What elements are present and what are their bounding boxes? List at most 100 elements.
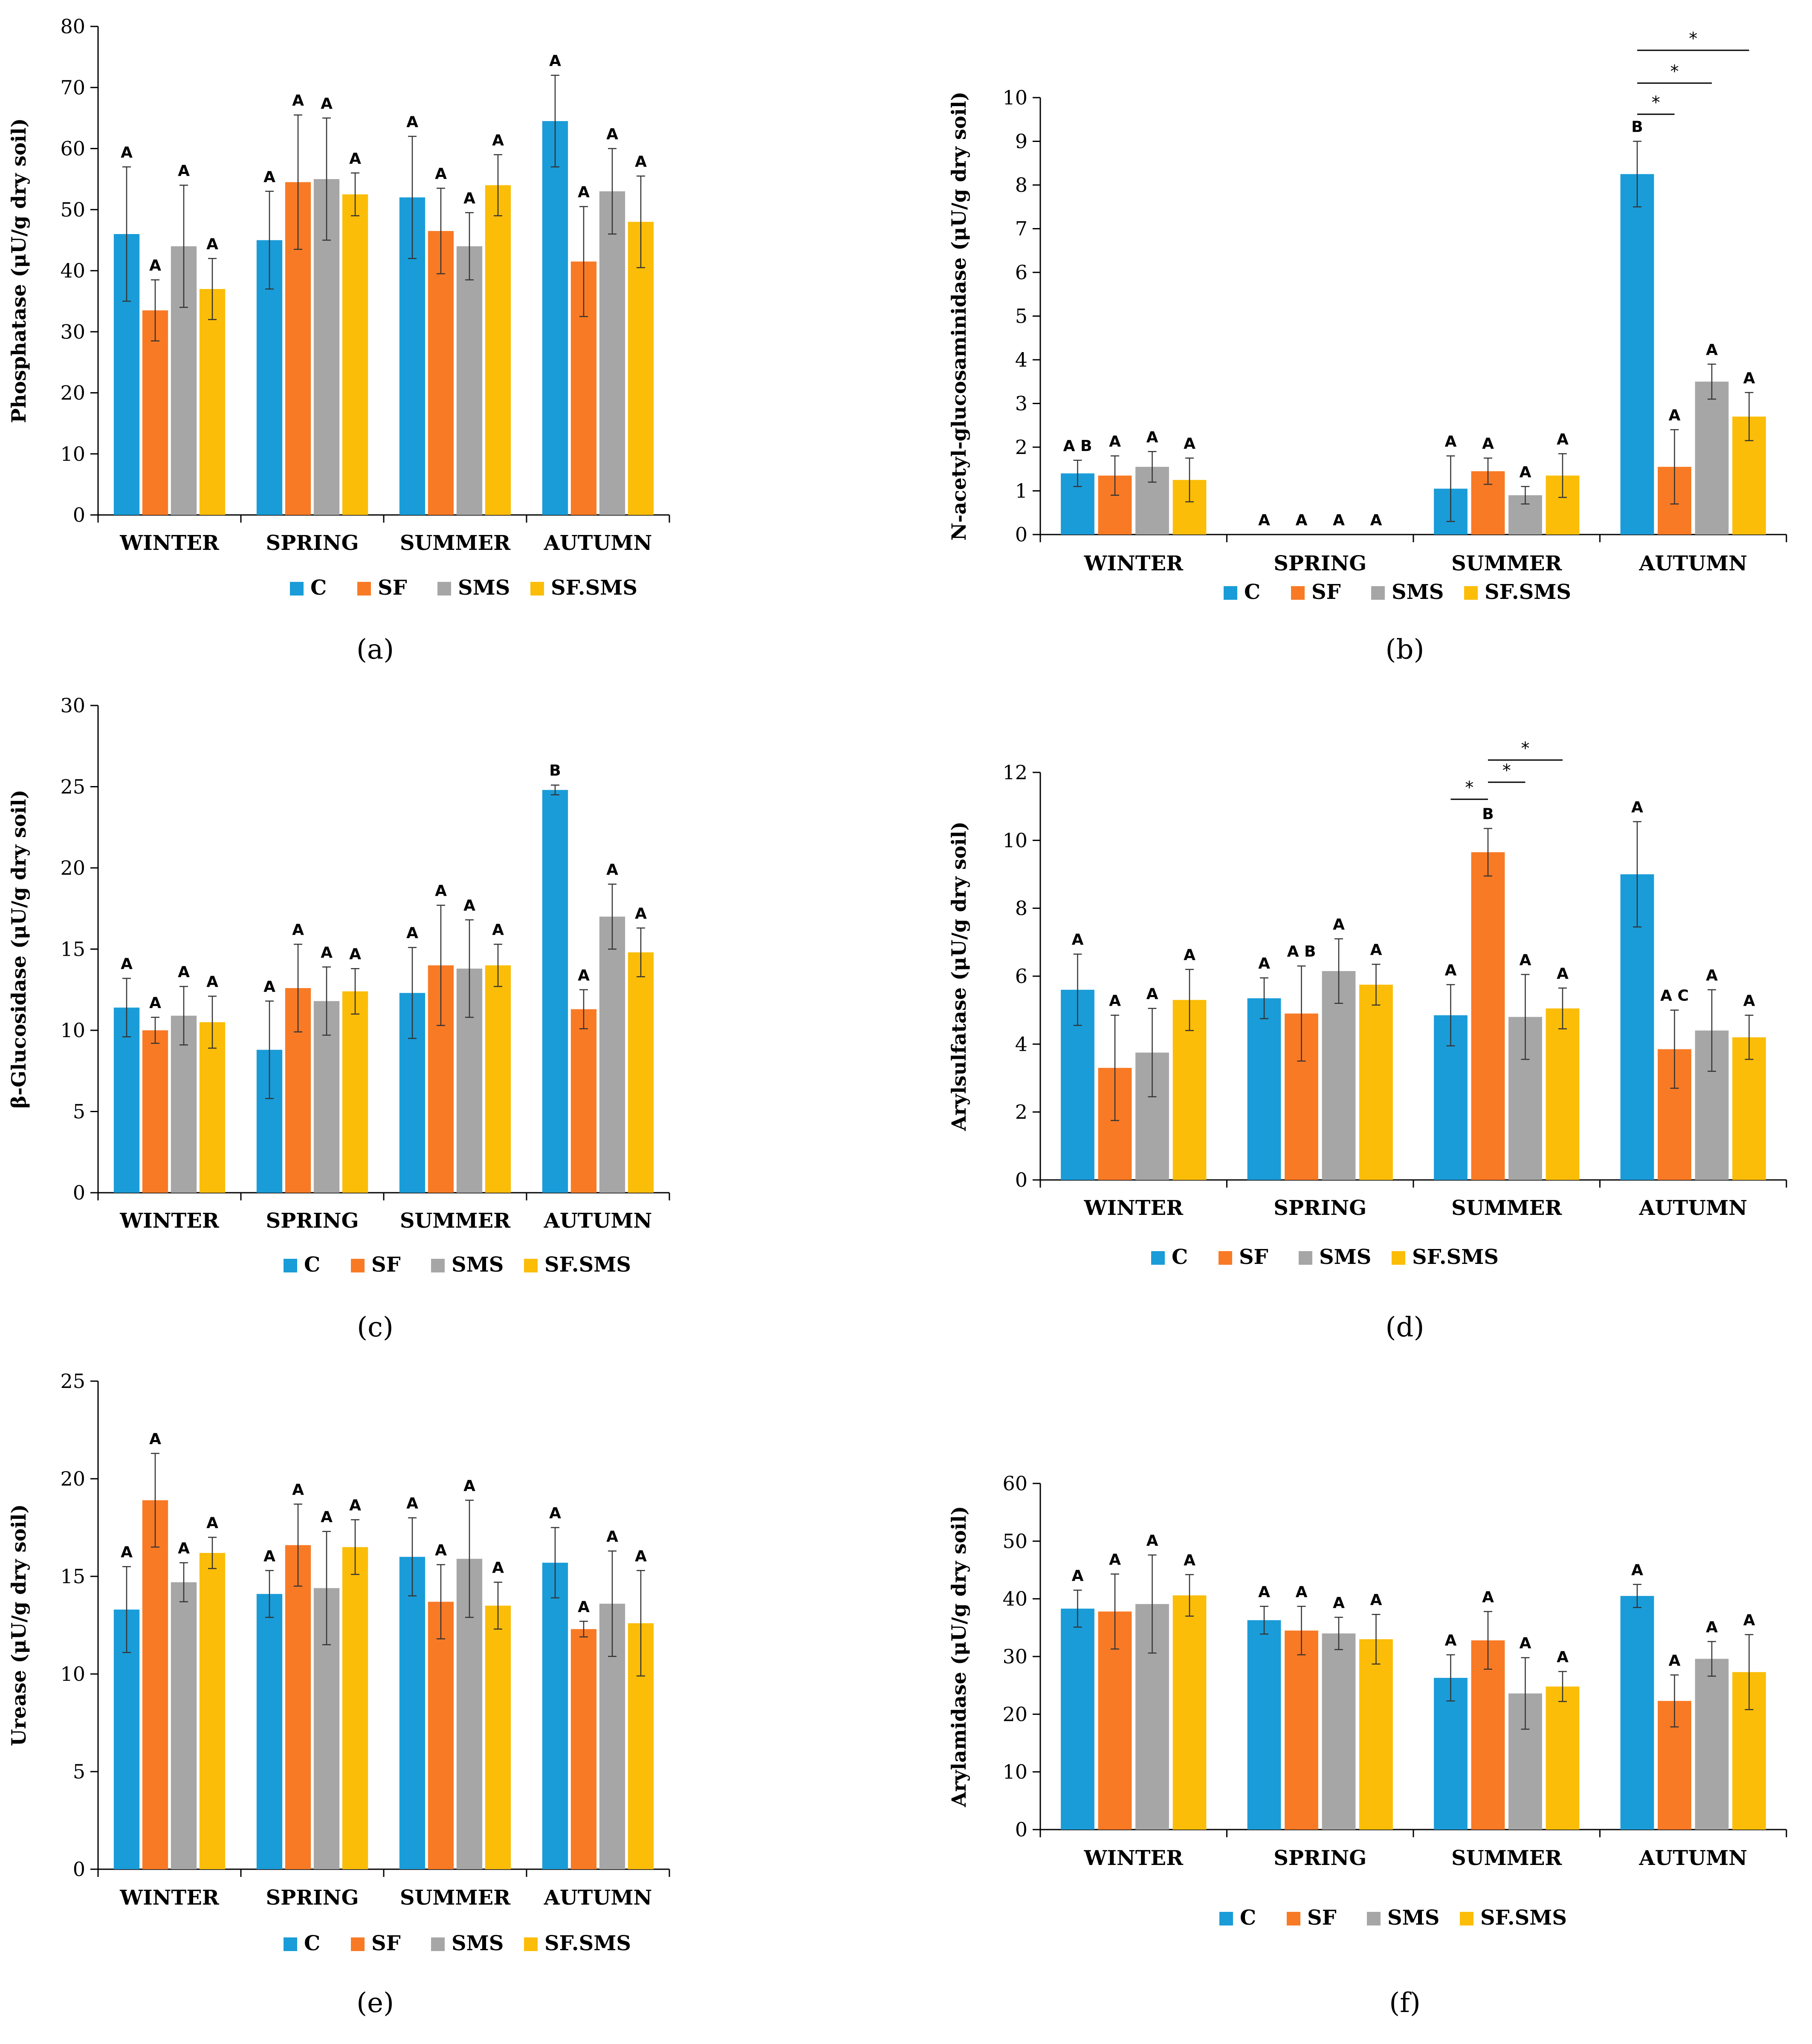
y-tick-label: 5: [1015, 305, 1028, 328]
significance-letter: A: [578, 184, 590, 201]
bar-c: [399, 1557, 426, 1869]
significance-letter: A: [406, 113, 418, 131]
significance-letter: A B: [1063, 437, 1092, 455]
bar-c: [1620, 1596, 1654, 1830]
y-tick-label: 10: [60, 442, 85, 465]
legend-label: SF.SMS: [1480, 1906, 1567, 1930]
legend-label: SF.SMS: [544, 1253, 631, 1277]
y-tick-label: 0: [73, 1858, 85, 1881]
y-tick-label: 2: [1015, 1101, 1028, 1124]
y-tick-label: 4: [1015, 1032, 1028, 1055]
bar-sms: [1322, 1633, 1356, 1830]
legend-label: SF: [1239, 1245, 1268, 1269]
y-tick-label: 0: [1015, 1818, 1028, 1841]
legend-swatch-sms: [431, 1259, 445, 1272]
significance-letter: A: [1445, 962, 1457, 979]
legend-label: C: [304, 1253, 320, 1277]
legend-swatch-sf-sms: [524, 1937, 538, 1951]
x-category-label: SUMMER: [400, 531, 511, 555]
significance-letter: A: [321, 944, 333, 961]
significance-letter: A: [178, 963, 190, 981]
x-category-label: WINTER: [119, 531, 220, 555]
significance-letter: A: [1557, 1648, 1569, 1666]
bar-sf-sms: [199, 289, 226, 515]
y-tick-label: 40: [1002, 1587, 1028, 1610]
y-tick-label: 10: [1002, 1761, 1028, 1784]
bar-c: [1620, 174, 1654, 535]
y-tick-label: 60: [60, 137, 85, 160]
bar-sf: [1471, 1640, 1505, 1830]
significance-letter: A: [1743, 1612, 1755, 1629]
significance-letter: A C: [1660, 987, 1689, 1005]
bar-sf-sms: [1359, 1639, 1393, 1830]
bar-sf: [142, 1030, 168, 1193]
y-tick-label: 20: [60, 382, 85, 405]
panel-c: 0 5 10 15 20 25 30 β-Glucosidase (μU/g dry soil…: [7, 694, 670, 1343]
significance-letter: A: [1557, 965, 1569, 983]
bar-sf: [428, 1602, 454, 1869]
legend-label: SMS: [1392, 580, 1444, 604]
y-tick-label: 3: [1015, 392, 1028, 415]
bar-sf: [570, 1009, 597, 1193]
significance-letter: A: [1669, 1652, 1681, 1669]
significance-letter: A: [1184, 946, 1195, 964]
legend-label: SF.SMS: [1412, 1245, 1499, 1269]
bar-sms: [456, 246, 483, 515]
y-tick-label: 50: [1002, 1529, 1028, 1553]
bar-sf-sms: [1732, 1037, 1766, 1180]
y-tick-label: 5: [73, 1100, 85, 1123]
significance-letter: A: [1296, 512, 1308, 529]
significance-letter: A: [606, 126, 618, 143]
panel-label: (f): [1389, 1987, 1421, 2019]
x-category-label: AUTUMN: [1638, 552, 1747, 575]
y-tick-label: 0: [73, 1181, 85, 1204]
significance-letter: A: [1109, 992, 1121, 1010]
legend-swatch-sf: [351, 1259, 365, 1272]
bar-sf: [1471, 852, 1505, 1180]
panel-label: (b): [1386, 634, 1424, 665]
panel-label: (e): [356, 1987, 394, 2019]
legend-label: SMS: [1319, 1245, 1371, 1269]
x-category-label: SPRING: [266, 1886, 359, 1910]
significance-letter: A: [292, 921, 304, 939]
significance-letter: A: [635, 1547, 647, 1565]
legend-swatch-c: [284, 1937, 297, 1951]
significance-letter: A: [321, 95, 333, 113]
legend-swatch-sf-sms: [524, 1259, 538, 1272]
y-tick-label: 0: [1015, 1168, 1028, 1191]
panel-label: (a): [356, 634, 394, 665]
significance-letter: A: [1669, 407, 1681, 424]
y-tick-label: 40: [60, 259, 85, 282]
significance-letter: A: [206, 973, 218, 991]
significance-letter: A: [149, 257, 161, 274]
legend-label: SF: [378, 576, 407, 600]
y-tick-label: 0: [73, 503, 85, 526]
legend-swatch-c: [1219, 1912, 1233, 1925]
y-tick-label: 5: [73, 1760, 85, 1783]
y-tick-label: 70: [60, 76, 85, 99]
legend-label: SMS: [458, 576, 510, 600]
significance-letter: A: [1445, 1632, 1457, 1649]
legend-label: SF: [1311, 580, 1341, 604]
legend-swatch-c: [290, 582, 304, 596]
legend-label: C: [310, 576, 327, 600]
significance-letter: A: [1520, 1635, 1531, 1652]
bar-sms: [171, 1582, 197, 1869]
legend-label: SMS: [452, 1931, 504, 1955]
y-axis-title: Phosphatase (μU/g dry soil): [7, 118, 30, 423]
significance-letter: A: [292, 1481, 304, 1499]
y-axis-title: N-acetyl-glucosaminidase (μU/g dry soil): [947, 92, 970, 541]
legend-label: C: [304, 1931, 320, 1955]
y-tick-label: 2: [1015, 436, 1028, 459]
x-category-label: WINTER: [119, 1886, 220, 1910]
significance-letter: A: [1258, 1583, 1270, 1601]
legend-swatch-sf: [1219, 1251, 1232, 1265]
y-tick-label: 60: [1002, 1472, 1028, 1495]
y-tick-label: 10: [60, 1662, 85, 1686]
significance-letter: A: [349, 1497, 361, 1514]
significance-letter: B: [549, 762, 561, 780]
significance-letter: A: [1557, 431, 1569, 448]
y-tick-label: 50: [60, 198, 85, 221]
